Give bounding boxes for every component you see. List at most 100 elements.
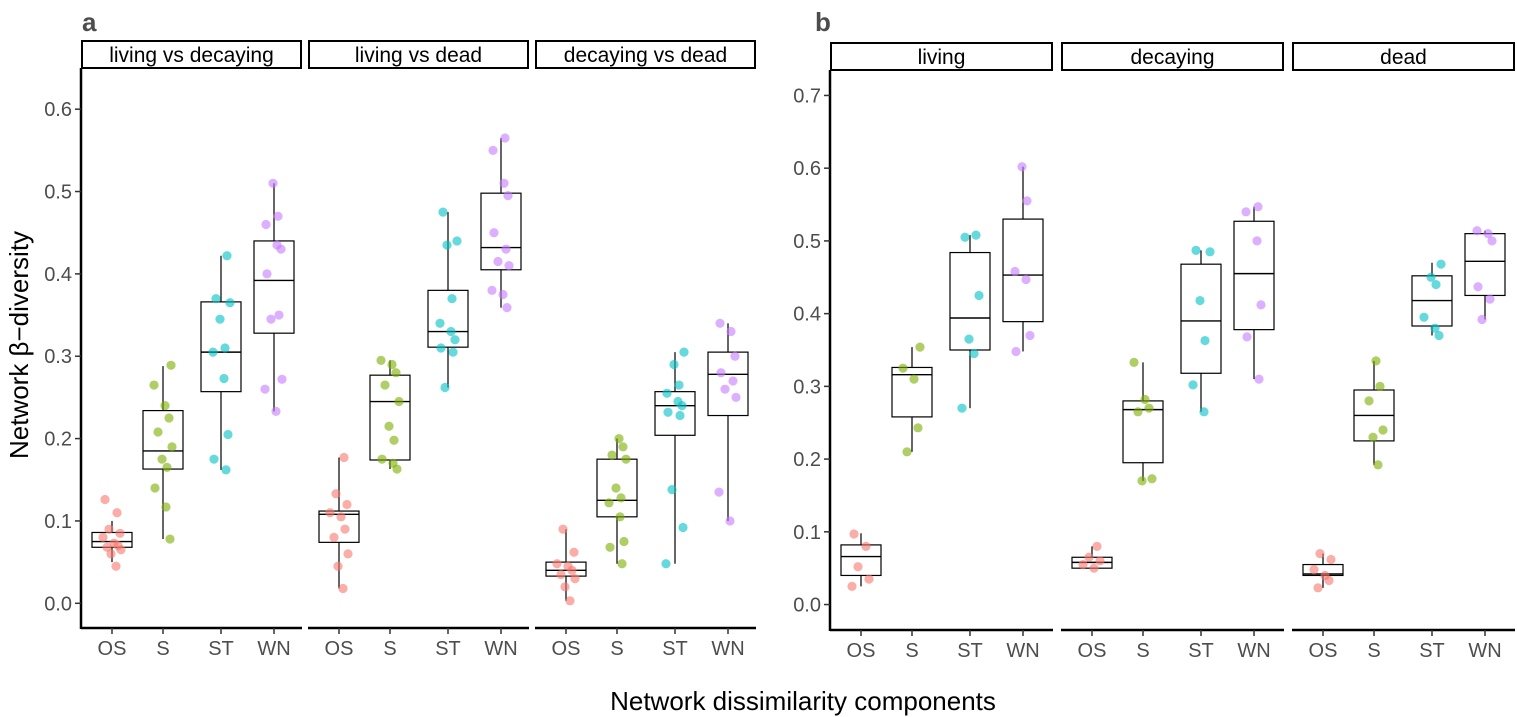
x-tick-label: WN (1006, 640, 1039, 662)
panel-b-label: b (815, 7, 831, 37)
data-point (106, 549, 116, 559)
data-point (847, 581, 857, 591)
data-point (502, 303, 512, 313)
panel-a: a Network β−diversity 0.0 0.1 0.2 0.3 0.4 0.5… (4, 7, 756, 660)
data-point (225, 298, 235, 308)
data-point (261, 219, 271, 230)
y-tick-label: 0.2 (44, 429, 72, 451)
data-point (1241, 207, 1251, 217)
box-body (1464, 233, 1506, 297)
data-point (384, 421, 394, 431)
data-point (1021, 274, 1031, 285)
y-tick-label: 0.4 (793, 304, 821, 326)
data-point (1371, 356, 1381, 366)
data-point (436, 343, 446, 353)
x-tick-label: S (905, 640, 918, 662)
data-point (498, 289, 508, 300)
data-point (380, 380, 390, 390)
x-tick-label: OS (847, 640, 876, 662)
box-body (200, 301, 242, 393)
data-point (446, 326, 456, 337)
y-tick-label: 0.1 (793, 522, 821, 544)
box-body (654, 391, 696, 436)
x-tick-label: S (383, 638, 396, 660)
data-point (1129, 357, 1139, 367)
data-point (112, 508, 122, 518)
data-point (1375, 381, 1385, 391)
data-point (1473, 282, 1483, 292)
data-point (98, 532, 108, 543)
data-point (1477, 314, 1487, 325)
facet-0-0: living vs decaying OS S ST WN (81, 40, 302, 660)
data-point (1254, 374, 1264, 384)
data-point (1326, 554, 1336, 565)
data-point (1373, 460, 1383, 470)
data-point (565, 596, 575, 606)
data-point (715, 318, 725, 328)
data-point (339, 452, 349, 463)
facet-strip (81, 40, 302, 69)
data-point (1419, 312, 1429, 322)
x-tick-label: OS (552, 638, 581, 660)
data-point (219, 373, 229, 384)
data-point (1205, 247, 1215, 257)
data-point (617, 559, 627, 569)
data-point (913, 423, 923, 433)
x-tick-label: ST (435, 638, 461, 660)
data-point (153, 427, 163, 437)
data-point (343, 549, 353, 559)
data-point (487, 285, 497, 295)
data-point (560, 582, 570, 592)
data-point (1368, 432, 1378, 442)
facet-0-1: living vs dead OS S ST WN (308, 40, 529, 660)
data-point (1434, 330, 1444, 341)
data-point (661, 559, 671, 569)
facet-strip-label: living (918, 46, 966, 69)
data-point (338, 583, 348, 594)
data-point (1487, 236, 1497, 246)
x-tick-label: ST (957, 640, 983, 662)
data-point (662, 388, 672, 398)
data-point (1430, 323, 1440, 333)
facet-1-0: living OS S ST WN (830, 42, 1053, 662)
data-point (674, 380, 684, 390)
x-tick-label: S (610, 638, 623, 660)
y-tick-label: 0.7 (793, 85, 821, 107)
data-point (714, 487, 724, 497)
facet-strip-label: dead (1380, 46, 1427, 69)
data-point (211, 293, 221, 304)
data-point (616, 493, 626, 503)
data-point (104, 524, 114, 534)
data-point (1485, 294, 1495, 304)
data-point (677, 401, 687, 411)
facet-strip (1061, 42, 1284, 71)
x-tick-label: ST (208, 638, 234, 660)
data-point (902, 447, 912, 457)
data-point (720, 384, 730, 394)
data-point (614, 433, 624, 444)
data-point (957, 403, 967, 413)
data-point (333, 561, 343, 571)
data-point (1436, 259, 1446, 269)
facet-1-2: dead OS S ST WN (1292, 42, 1515, 662)
data-point (276, 244, 286, 254)
data-point (387, 359, 397, 370)
data-point (679, 347, 689, 357)
data-point (1095, 556, 1105, 566)
data-point (570, 573, 580, 584)
x-tick-label: WN (484, 638, 517, 660)
data-point (621, 454, 631, 464)
box-body (480, 192, 522, 271)
y-tick-label: 0.6 (44, 99, 72, 121)
x-axis-title: Network dissimilarity components (610, 686, 996, 716)
data-point (569, 547, 579, 557)
data-point (558, 524, 568, 534)
data-point (960, 232, 970, 242)
data-point (605, 542, 615, 552)
data-point (1010, 266, 1020, 277)
data-point (336, 512, 346, 522)
data-point (501, 244, 511, 254)
y-tick-label: 0.5 (793, 231, 821, 253)
data-point (442, 240, 452, 250)
